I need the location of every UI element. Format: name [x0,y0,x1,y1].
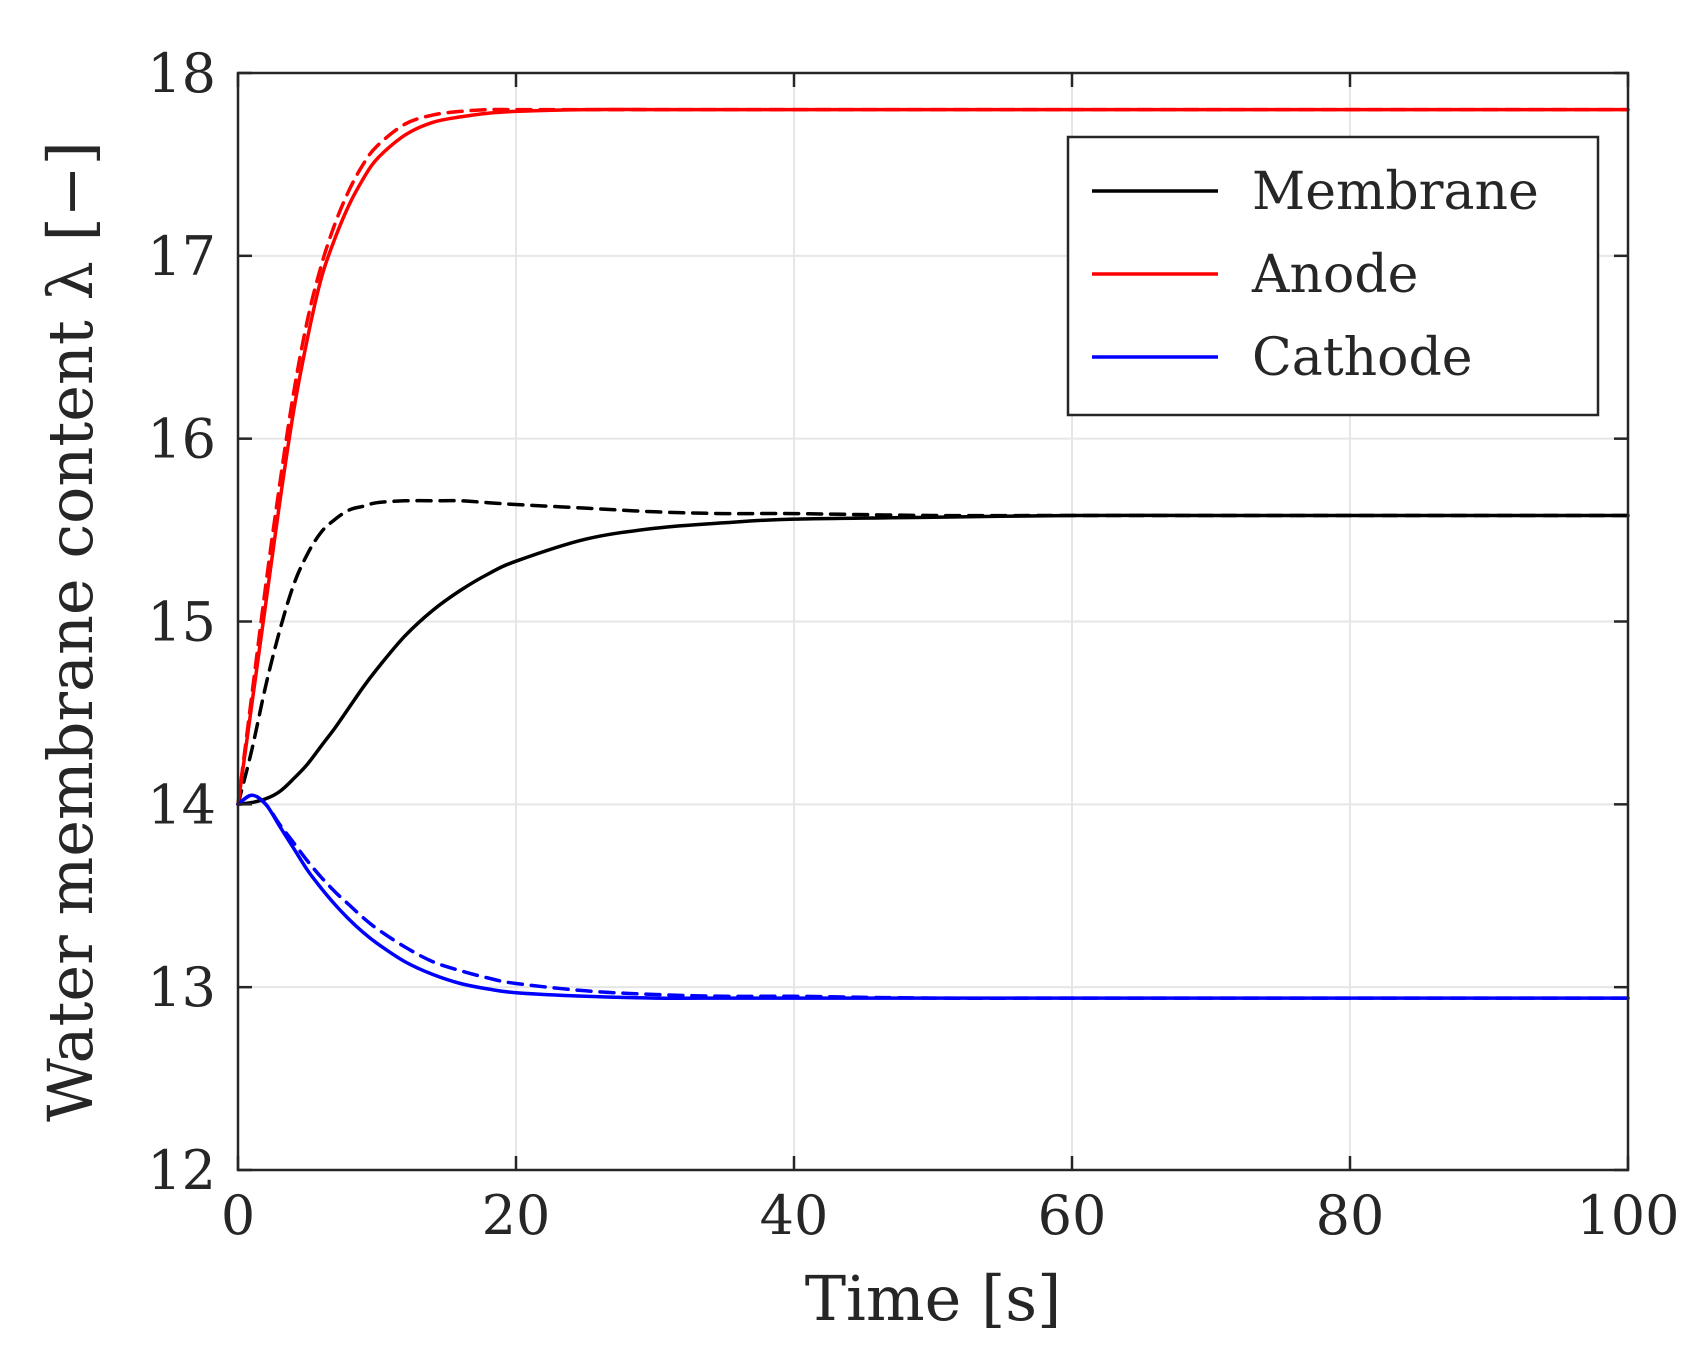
x-axis-label: Time [s] [805,1262,1062,1335]
legend-label-cathode: Cathode [1252,328,1473,388]
series-lines [236,107,1630,1000]
x-tick-label: 60 [1038,1184,1107,1247]
y-tick-label: 18 [147,42,216,105]
series-anode-dashed [236,107,1630,807]
y-tick-label: 17 [147,225,216,288]
x-tick-label: 80 [1316,1184,1385,1247]
x-tick-label: 20 [482,1184,551,1247]
y-tick-label: 16 [147,408,216,471]
legend: Membrane Anode Cathode [1066,135,1600,417]
legend-label-anode: Anode [1251,245,1418,305]
series-cathode-dashed [236,793,1630,1000]
legend-label-membrane: Membrane [1252,162,1539,222]
y-tick-label: 13 [147,956,216,1019]
legend-box [1066,135,1600,417]
series-membrane-dashed [236,498,1630,807]
y-axis-label: Water membrane content λ [−] [34,141,107,1122]
y-tick-label: 14 [147,773,216,836]
x-tick-label: 100 [1576,1184,1679,1247]
series-cathode-solid [236,793,1630,1000]
series-membrane-solid [236,513,1630,807]
x-tick-label: 0 [221,1184,255,1247]
x-tick-label: 40 [760,1184,829,1247]
axis-ticks: 0 20 40 60 80 100 12 13 14 15 16 17 18 [147,42,1679,1247]
y-tick-label: 12 [147,1139,216,1202]
y-tick-label: 15 [147,591,216,654]
